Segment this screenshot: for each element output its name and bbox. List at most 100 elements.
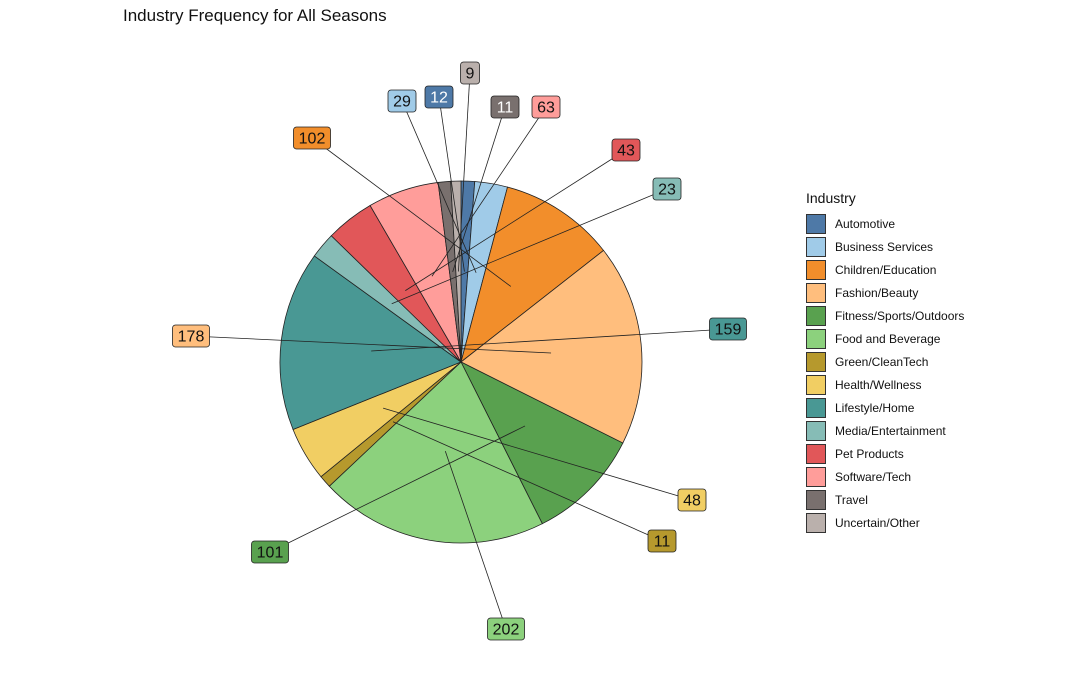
leader-line-uncertain-other (458, 72, 471, 272)
leader-line-software-tech (431, 106, 547, 277)
data-label-text: 202 (493, 622, 520, 639)
data-label-text: 63 (537, 100, 555, 117)
data-label-health-wellness: 48 (677, 488, 707, 512)
leader-line-travel (452, 106, 506, 273)
data-label-text: 178 (178, 329, 205, 346)
legend-swatch (806, 305, 826, 326)
data-label-text: 9 (466, 66, 475, 83)
legend-swatch (806, 420, 826, 441)
data-label-box (709, 317, 747, 341)
data-label-box (531, 95, 561, 119)
data-label-box (487, 617, 525, 641)
data-label-box (652, 177, 682, 201)
legend-label: Fashion/Beauty (835, 285, 919, 300)
data-label-text: 11 (654, 534, 671, 551)
legend-label: Automotive (835, 216, 896, 231)
data-label-box (677, 488, 707, 512)
legend-swatch (806, 489, 826, 510)
legend-item-children-education: Children/Education (806, 258, 964, 281)
data-label-text: 12 (430, 90, 448, 107)
legend-swatch (806, 466, 826, 487)
legend-swatch (806, 512, 826, 533)
legend-item-fitness-sports-outdoors: Fitness/Sports/Outdoors (806, 304, 964, 327)
legend-swatch (806, 259, 826, 280)
legend-item-uncertain-other: Uncertain/Other (806, 511, 964, 534)
legend-swatch (806, 351, 826, 372)
data-label-travel: 11 (490, 95, 520, 119)
legend-label: Uncertain/Other (835, 515, 920, 530)
data-label-box (251, 540, 289, 564)
legend-label: Fitness/Sports/Outdoors (835, 308, 965, 323)
leader-line-food-and-beverage (444, 450, 507, 630)
data-label-box (490, 95, 520, 119)
leader-line-media-entertainment (391, 188, 668, 305)
chart-title: Industry Frequency for All Seasons (123, 6, 387, 25)
legend-item-business-services: Business Services (806, 235, 964, 258)
legend-label: Business Services (835, 239, 934, 254)
legend-label: Pet Products (835, 446, 904, 461)
data-label-text: 29 (393, 94, 411, 111)
data-label-green-cleantech: 11 (647, 529, 677, 553)
legend-label: Media/Entertainment (835, 423, 946, 438)
data-label-media-entertainment: 23 (652, 177, 682, 201)
data-label-text: 43 (617, 143, 635, 160)
data-label-business-services: 29 (387, 89, 417, 113)
legend-item-lifestyle-home: Lifestyle/Home (806, 396, 964, 419)
data-label-box (611, 138, 641, 162)
legend-item-media-entertainment: Media/Entertainment (806, 419, 964, 442)
legend-swatch (806, 443, 826, 464)
data-label-text: 48 (683, 493, 701, 510)
pie-slice-uncertain-other (450, 180, 462, 363)
leader-line-lifestyle-home (371, 328, 729, 352)
data-label-box (293, 126, 331, 150)
legend-label: Children/Education (835, 262, 937, 277)
data-label-text: 11 (497, 100, 514, 117)
data-label-pet-products: 43 (611, 138, 641, 162)
data-label-text: 23 (658, 182, 676, 199)
legend-swatch (806, 282, 826, 303)
data-label-box (424, 85, 454, 109)
legend-item-pet-products: Pet Products (806, 442, 964, 465)
data-label-fashion-beauty: 178 (172, 324, 210, 348)
legend-item-green-cleantech: Green/CleanTech (806, 350, 964, 373)
data-label-uncertain-other: 9 (460, 61, 480, 85)
pie-slice-children-education (460, 186, 605, 364)
data-label-text: 101 (257, 545, 284, 562)
data-label-box (460, 61, 480, 85)
data-label-box (387, 89, 417, 113)
pie-slice-fitness-sports-outdoors (460, 361, 624, 525)
data-label-text: 159 (715, 322, 742, 339)
legend-title: Industry (806, 190, 856, 206)
legend-item-health-wellness: Health/Wellness (806, 373, 964, 396)
legend-label: Food and Beverage (835, 331, 941, 346)
legend-swatch (806, 328, 826, 349)
leader-line-children-education (311, 137, 512, 287)
legend-item-automotive: Automotive (806, 212, 964, 235)
leader-line-fashion-beauty (190, 335, 552, 354)
data-label-software-tech: 63 (531, 95, 561, 119)
pie-slice-food-and-beverage (328, 361, 543, 544)
legend-swatch (806, 397, 826, 418)
data-label-lifestyle-home: 159 (709, 317, 747, 341)
data-label-children-education: 102 (293, 126, 331, 150)
pie-slice-fashion-beauty (460, 249, 643, 444)
leader-line-business-services (401, 100, 477, 273)
legend-label: Lifestyle/Home (835, 400, 915, 415)
data-label-food-and-beverage: 202 (487, 617, 525, 641)
legend-swatch (806, 236, 826, 257)
legend-item-travel: Travel (806, 488, 964, 511)
data-label-text: 102 (299, 131, 326, 148)
legend-label: Travel (835, 492, 868, 507)
data-label-box (647, 529, 677, 553)
data-label-automotive: 12 (424, 85, 454, 109)
legend-swatch (806, 213, 826, 234)
legend-label: Software/Tech (835, 469, 912, 484)
legend-item-fashion-beauty: Fashion/Beauty (806, 281, 964, 304)
leader-line-pet-products (405, 149, 627, 291)
leader-line-green-cleantech (392, 421, 663, 542)
legend-label: Green/CleanTech (835, 354, 929, 369)
legend-label: Health/Wellness (835, 377, 922, 392)
legend-item-food-and-beverage: Food and Beverage (806, 327, 964, 350)
data-label-fitness-sports-outdoors: 101 (251, 540, 289, 564)
